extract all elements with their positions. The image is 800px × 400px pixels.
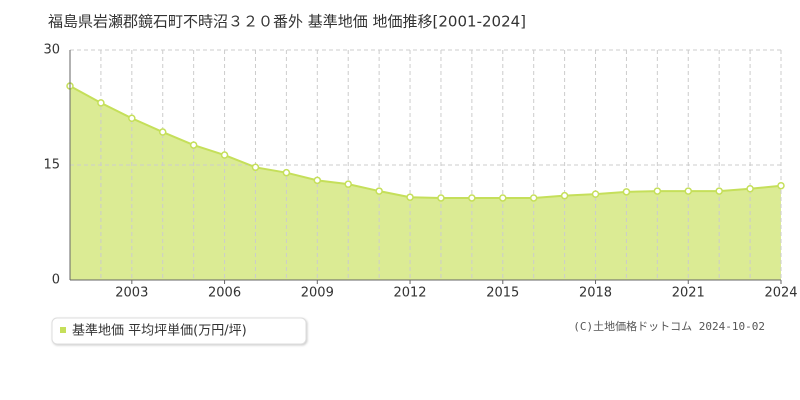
point [251, 163, 260, 172]
legend-box [51, 317, 307, 345]
point [313, 176, 322, 185]
x-tick-label: 2009 [301, 286, 334, 301]
y-tick-label: 30 [43, 43, 60, 58]
credit: (C)土地価格ドットコム 2024-10-02 [573, 319, 765, 333]
point [406, 193, 414, 201]
y-tick-label: 15 [43, 158, 60, 173]
x-tick-label: 2015 [486, 286, 519, 301]
point [499, 194, 507, 202]
x-tick-label: 2018 [579, 286, 612, 301]
point [97, 99, 105, 107]
x-tick-label: 2006 [208, 286, 241, 301]
point [653, 187, 662, 195]
chart-title: 福島県岩瀬郡鏡石町不時沼３２０番外 基準地価 地価推移[2001-2024] [48, 13, 526, 31]
point [158, 128, 167, 136]
point [282, 168, 291, 177]
legend-swatch [60, 327, 66, 333]
point [344, 180, 352, 188]
point [220, 151, 229, 159]
point [468, 194, 476, 202]
y-tick-label: 0 [52, 273, 60, 288]
point [715, 187, 723, 195]
point [560, 191, 569, 200]
point [777, 181, 785, 190]
x-tick-label: 2012 [393, 286, 426, 301]
x-tick-label: 2024 [764, 286, 797, 301]
line [69, 85, 782, 199]
point [622, 188, 631, 196]
point [684, 187, 693, 195]
point [189, 141, 198, 149]
point [529, 194, 538, 202]
point [437, 194, 445, 202]
x-tick-label: 2021 [672, 286, 705, 301]
point [375, 187, 383, 195]
legend-label: 基準地価 平均坪単価(万円/坪) [72, 323, 247, 339]
point [746, 185, 754, 193]
point [128, 114, 136, 122]
area [70, 86, 781, 281]
x-tick-label: 2003 [115, 286, 148, 301]
point [591, 190, 600, 198]
